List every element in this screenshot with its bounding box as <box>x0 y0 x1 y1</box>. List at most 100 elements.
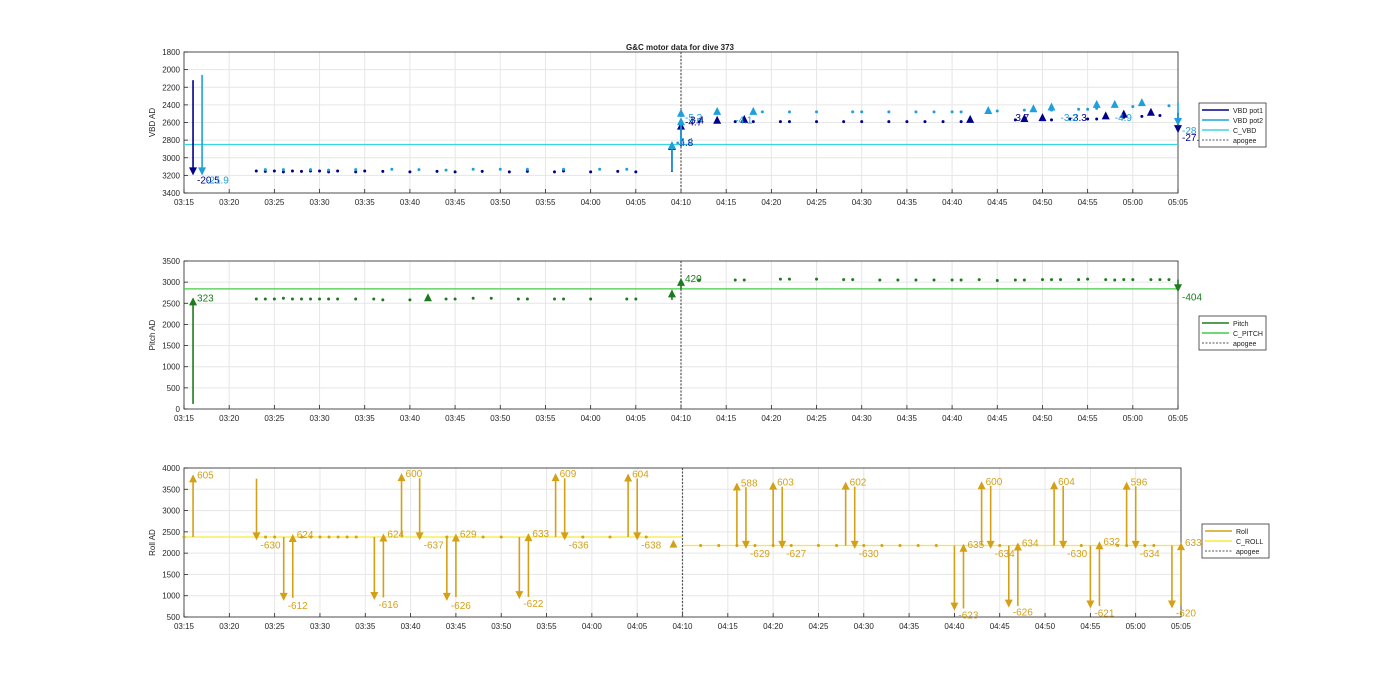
arrow-label: 629 <box>460 530 477 541</box>
vbd-pot1-triangle-marker <box>1119 109 1128 118</box>
vbd-pot1-point <box>363 169 367 173</box>
pitch-point <box>453 297 457 301</box>
arrow-label: 602 <box>850 478 867 489</box>
pitch-point <box>327 297 331 301</box>
chart-panel-3: 03:15 03:20 03:25 03:30 03:35 03:40 03:45 03:50… <box>148 464 1270 631</box>
pitch-point <box>1131 278 1135 282</box>
arrow-head <box>1086 600 1095 609</box>
arrow-head <box>279 592 288 601</box>
roll-point <box>300 535 304 539</box>
x-tick-label: 03:55 <box>535 414 556 423</box>
x-tick-label: 03:15 <box>174 414 195 423</box>
vbd-pot2-triangle-marker <box>984 106 993 115</box>
roll-arrow: -623 <box>950 545 979 622</box>
arrow-label: -630 <box>859 549 879 560</box>
arrow-label: 600 <box>986 477 1003 488</box>
x-tick-label: 04:35 <box>897 198 918 207</box>
roll-arrow: -629 <box>741 487 770 560</box>
arrow-label: 604 <box>632 470 649 481</box>
x-tick-label: 03:35 <box>355 622 376 631</box>
vbd-pot2-point <box>390 167 394 171</box>
vbd-pot2-triangle-marker <box>713 106 722 115</box>
y-axis-label: Pitch AD <box>148 319 157 350</box>
x-tick-label: 03:55 <box>537 622 558 631</box>
vbd-pot2-point <box>444 168 448 172</box>
pitch-point <box>254 297 258 301</box>
x-tick-label: 03:20 <box>219 414 240 423</box>
legend-entry: apogee <box>1236 549 1259 556</box>
pitch-point <box>950 278 954 282</box>
arrow-head <box>633 532 642 541</box>
x-tick-label: 04:15 <box>718 622 739 631</box>
pitch-arrow: 420 <box>677 274 702 290</box>
pitch-point <box>336 297 340 301</box>
vbd-pot1-point <box>435 169 439 173</box>
vbd-pot2-point <box>932 110 936 114</box>
arrow-head <box>769 481 778 490</box>
x-tick-label: 04:45 <box>987 198 1008 207</box>
arrow-label: 420 <box>685 274 702 285</box>
legend-entry: VBD pot1 <box>1233 108 1263 115</box>
arrow-head <box>667 289 676 298</box>
vbd-pot2-point <box>1167 104 1171 108</box>
x-tick-label: 05:05 <box>1171 622 1192 631</box>
roll-point <box>1143 543 1147 547</box>
arrow-head <box>624 473 633 482</box>
roll-point <box>816 543 820 547</box>
vbd-pot2-point <box>625 167 629 171</box>
arrow-label: -626 <box>1013 608 1033 619</box>
vbd-pot1-point <box>354 170 358 174</box>
arrow-label: 624 <box>297 530 314 541</box>
pitch-point <box>1040 278 1044 282</box>
x-tick-label: 03:30 <box>310 414 331 423</box>
roll-arrow: -627 <box>778 486 807 560</box>
vbd-pot2-point <box>354 168 358 172</box>
vbd-pot2-arrow: -5.4 <box>667 137 694 171</box>
vbd-pot2-point <box>760 110 764 114</box>
pitch-point <box>733 278 737 282</box>
arrow-label: -620 <box>1176 608 1196 619</box>
x-tick-label: 03:55 <box>535 198 556 207</box>
pitch-point <box>1022 278 1026 282</box>
vbd-pot1-point <box>778 120 782 124</box>
arrow-label: 633 <box>1185 538 1202 549</box>
vbd-pot1-point <box>815 120 819 124</box>
vbd-pot2-point <box>1077 107 1081 111</box>
x-tick-label: 05:00 <box>1126 622 1147 631</box>
arrow-label: -634 <box>995 549 1015 560</box>
vbd-pot2-point <box>562 167 566 171</box>
y-tick-label: 3000 <box>162 507 180 516</box>
vbd-pot1-triangle-marker <box>713 115 722 124</box>
vbd-pot2-point <box>498 167 502 171</box>
pitch-point <box>290 297 294 301</box>
roll-point <box>481 535 485 539</box>
annotation-label: -3.3 <box>1070 113 1088 124</box>
x-tick-label: 03:30 <box>310 622 331 631</box>
x-tick-label: 03:15 <box>174 198 195 207</box>
x-tick-label: 03:20 <box>219 198 240 207</box>
vbd-pot1-triangle-marker <box>1146 107 1155 116</box>
arrow-head <box>841 481 850 490</box>
roll-arrow: -630 <box>850 486 879 560</box>
x-tick-label: 04:55 <box>1078 198 1099 207</box>
pitch-point <box>1049 278 1053 282</box>
arrow-head <box>442 592 451 601</box>
arrow-label: 605 <box>197 470 214 481</box>
x-tick-label: 03:25 <box>264 198 285 207</box>
arrow-label: 635 <box>967 540 984 551</box>
pitch-point <box>444 297 448 301</box>
vbd-pot2-triangle-marker <box>749 106 758 115</box>
vbd-pot1-point <box>408 170 412 174</box>
arrow-head <box>397 473 406 482</box>
roll-arrow: -626 <box>442 536 471 612</box>
arrow-head <box>1174 125 1182 134</box>
arrow-head <box>667 141 676 150</box>
roll-point <box>934 543 938 547</box>
figure-title: G&C motor data for dive 373 <box>626 43 735 52</box>
roll-point <box>898 543 902 547</box>
arrow-label: 634 <box>1022 539 1039 550</box>
roll-arrow: -626 <box>1004 545 1033 619</box>
roll-arrow: 635 <box>959 540 985 609</box>
annotation-label: -4.9 <box>1115 113 1133 124</box>
y-axis-label: VBD AD <box>148 108 157 138</box>
